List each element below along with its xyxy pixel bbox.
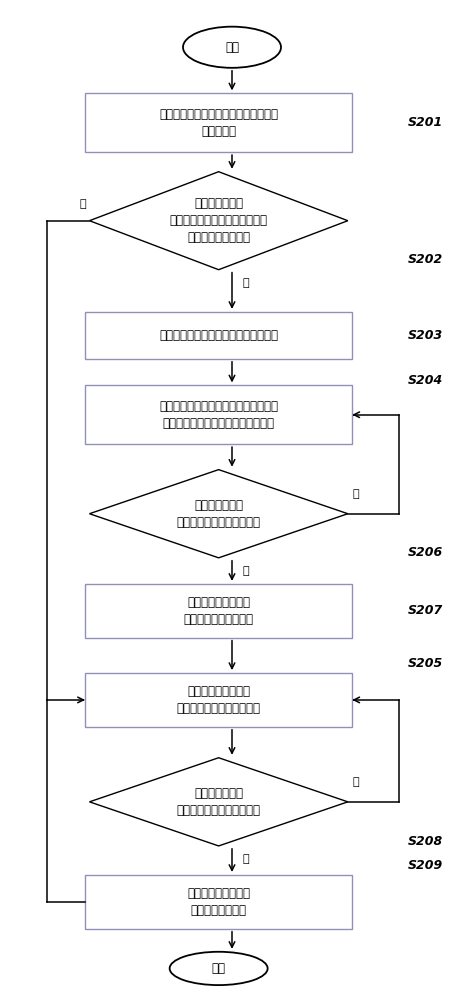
FancyBboxPatch shape (85, 385, 351, 444)
Text: 开始: 开始 (225, 41, 238, 54)
Polygon shape (89, 470, 347, 558)
Text: S202: S202 (407, 253, 442, 266)
Text: 所述微控制单元控制
风机停止所述动作: 所述微控制单元控制 风机停止所述动作 (187, 887, 250, 917)
FancyBboxPatch shape (85, 875, 351, 929)
Text: 是: 是 (242, 278, 248, 288)
Text: S207: S207 (407, 604, 442, 617)
FancyBboxPatch shape (85, 584, 351, 638)
Polygon shape (89, 172, 347, 270)
FancyBboxPatch shape (85, 673, 351, 727)
Text: 所述微控制单元控制
风机停止所述吸气动作: 所述微控制单元控制 风机停止所述吸气动作 (183, 596, 253, 626)
Text: 所述微控制单元
基于压力、流量的变化判断是吸
气动作还是呼气动作: 所述微控制单元 基于压力、流量的变化判断是吸 气动作还是呼气动作 (169, 197, 267, 244)
Text: 结束: 结束 (211, 962, 225, 975)
Text: S206: S206 (407, 546, 442, 559)
FancyBboxPatch shape (85, 93, 351, 152)
Text: 所述微控制单元控制输氧装置停止输出
氧气，并控制风机进行所述吸气动作: 所述微控制单元控制输氧装置停止输出 氧气，并控制风机进行所述吸气动作 (159, 400, 277, 430)
Text: 否: 否 (79, 199, 86, 209)
Text: S209: S209 (407, 859, 442, 872)
Text: 微控制单元控制压缩机制氧并检测压力
、流量变化: 微控制单元控制压缩机制氧并检测压力 、流量变化 (159, 108, 277, 138)
Text: S208: S208 (407, 835, 442, 848)
Text: 所述微控制单元
判断所述吸气动作是否完成: 所述微控制单元 判断所述吸气动作是否完成 (176, 499, 260, 529)
Text: 是: 是 (242, 854, 248, 864)
Ellipse shape (169, 952, 267, 985)
Text: 否: 否 (351, 489, 358, 499)
Text: S204: S204 (407, 374, 442, 387)
Text: 否: 否 (351, 777, 358, 787)
FancyBboxPatch shape (85, 312, 351, 359)
Text: 所述微控制单元控制输氧装置输出氧气: 所述微控制单元控制输氧装置输出氧气 (159, 329, 277, 342)
Polygon shape (89, 758, 347, 846)
Ellipse shape (182, 27, 281, 68)
Text: 是: 是 (242, 566, 248, 576)
Text: S203: S203 (407, 329, 442, 342)
Text: S201: S201 (407, 116, 442, 129)
Text: 所述微控制单元
判断所述呼气动作是否完成: 所述微控制单元 判断所述呼气动作是否完成 (176, 787, 260, 817)
Text: S205: S205 (407, 657, 442, 670)
Text: 通过所述微控制单元
控制风机进行所述呼气动作: 通过所述微控制单元 控制风机进行所述呼气动作 (176, 685, 260, 715)
